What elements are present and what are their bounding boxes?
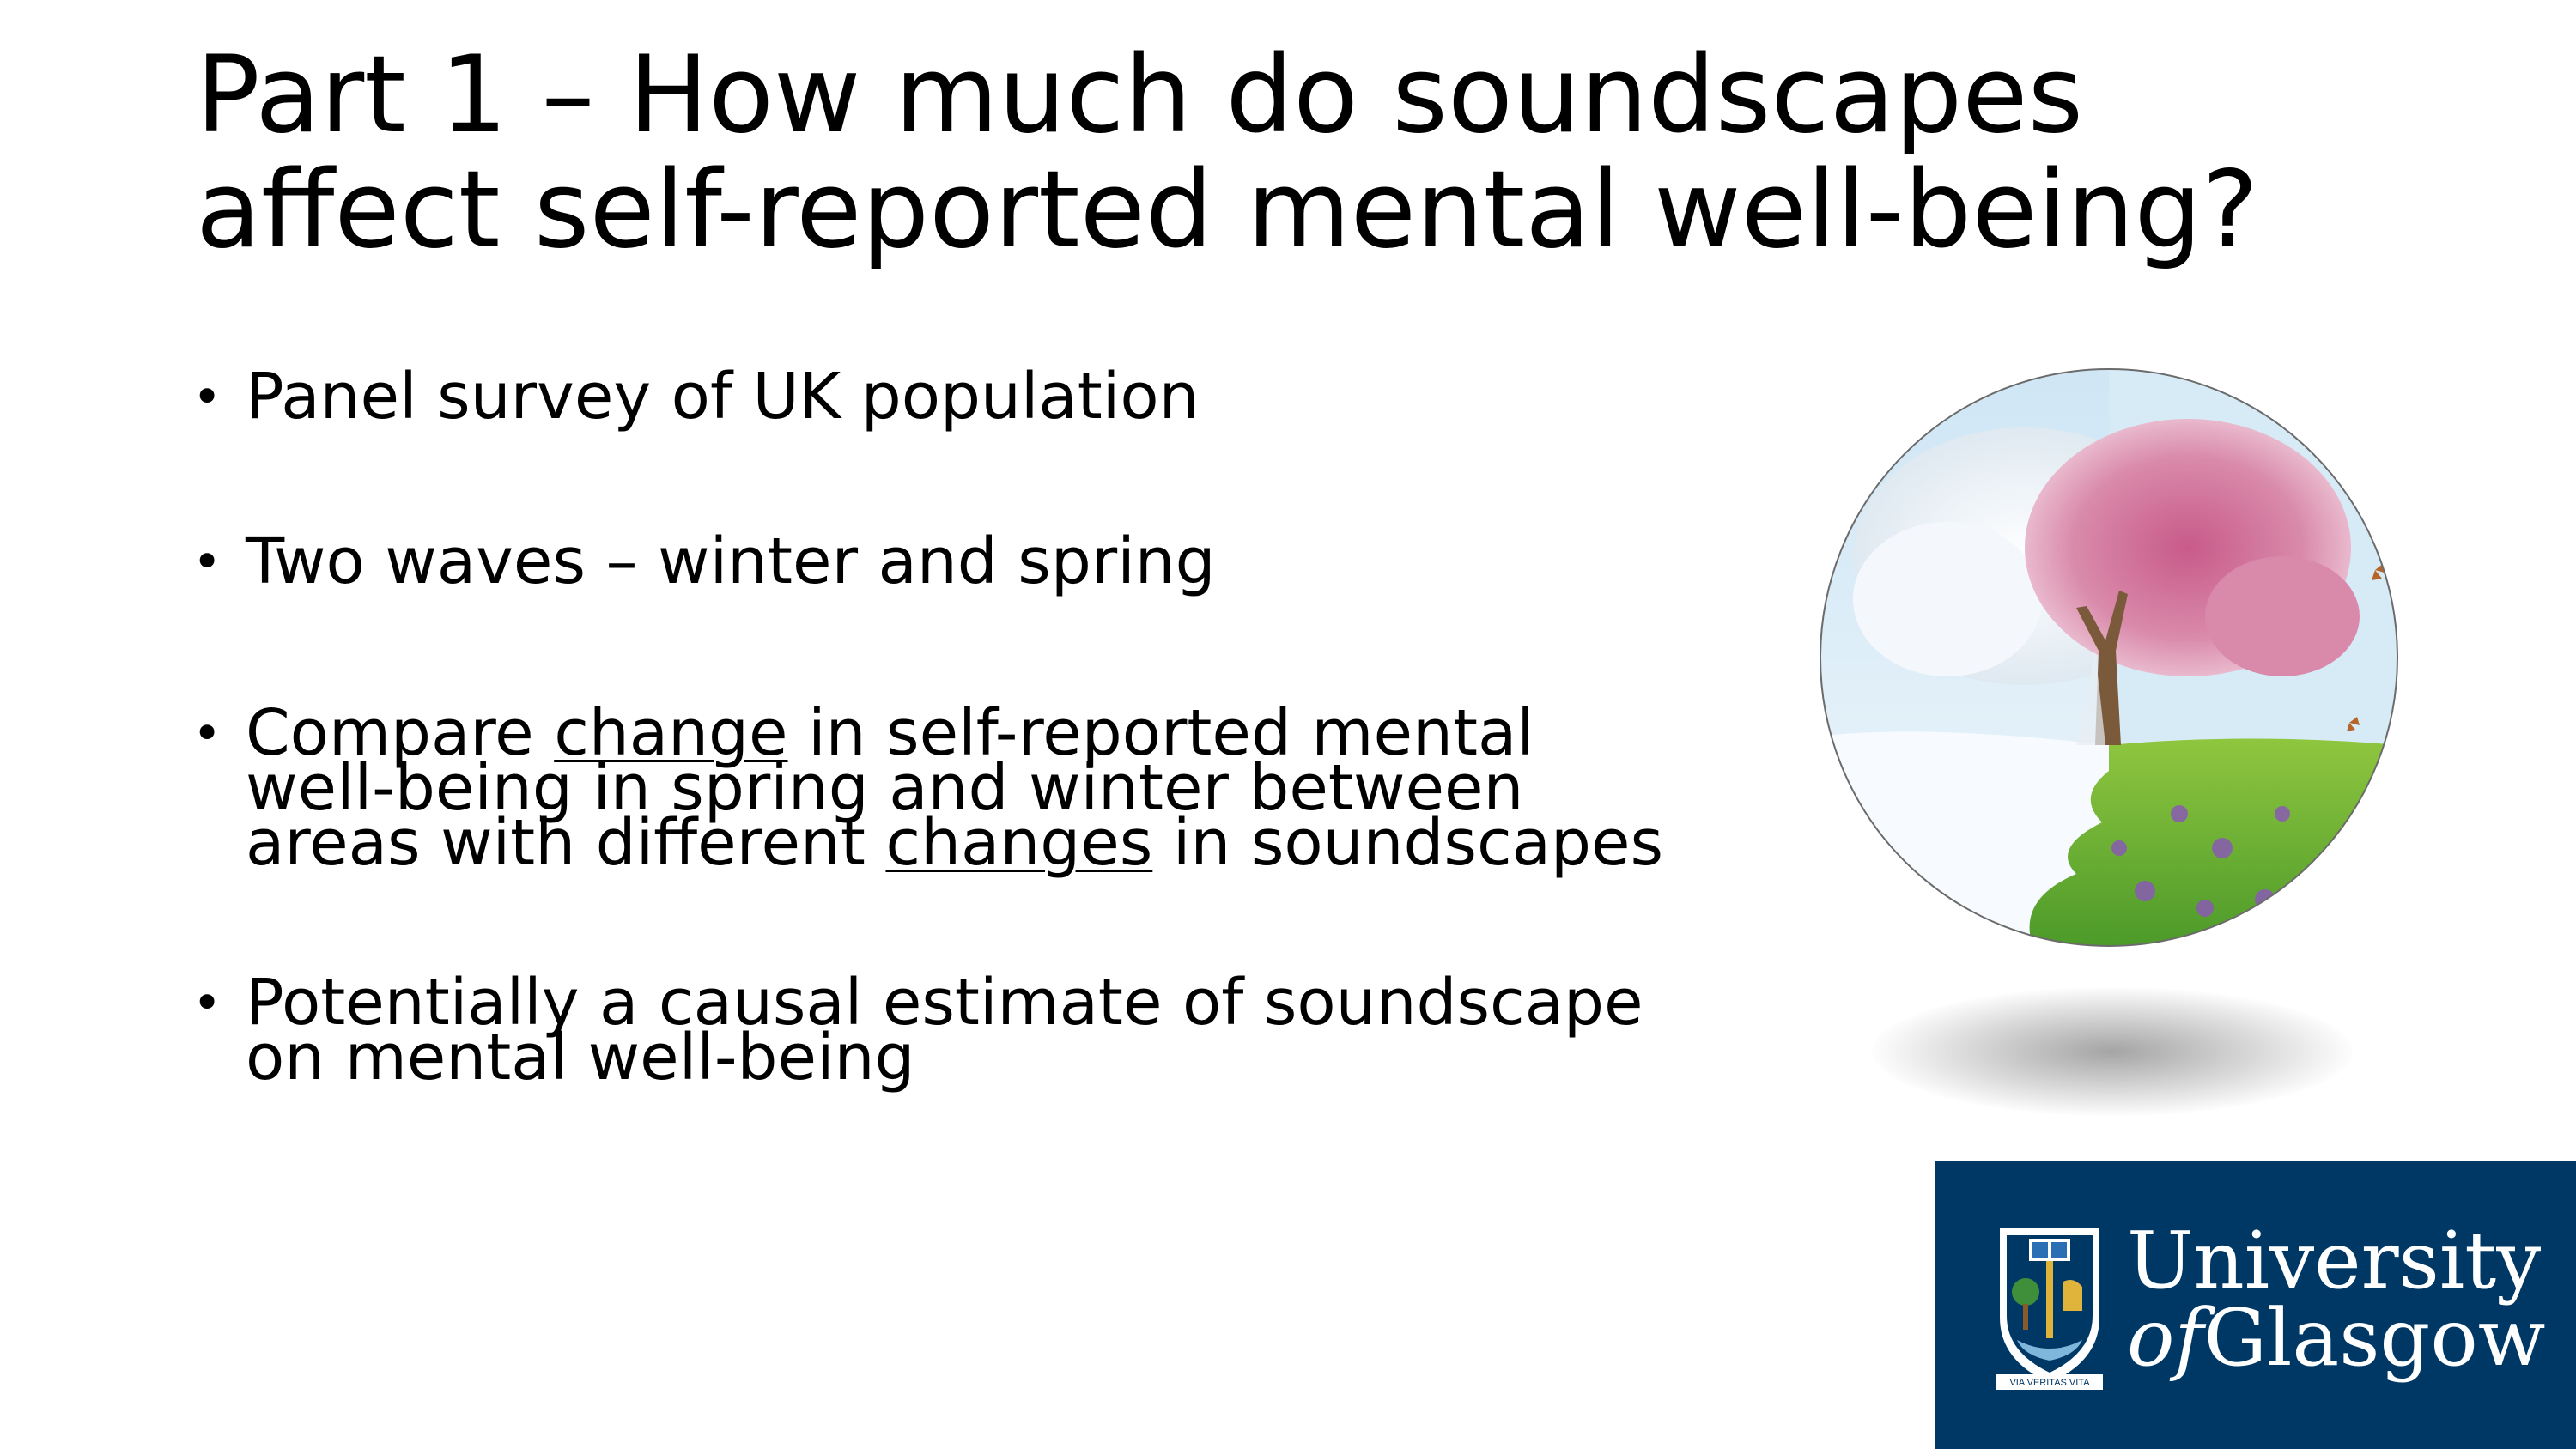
logo-text-of-glasgow: ofGlasgow: [2127, 1297, 2545, 1379]
logo-text-university: University: [2127, 1215, 2542, 1307]
bullet-text: in soundscapes: [1152, 806, 1664, 880]
bullet-text: Panel survey of UK population: [246, 360, 1200, 433]
image-shadow: [1872, 987, 2353, 1116]
bullet-line: Potentially a causal estimate of soundsc…: [246, 966, 1643, 1040]
bullet-line: Compare change in self-reported mental: [246, 701, 1663, 765]
bullet-marker: •: [192, 704, 222, 762]
bullet-item: • Potentially a causal estimate of sound…: [191, 966, 1643, 1094]
logo-text-glasgow: Glasgow: [2203, 1292, 2546, 1384]
bullet-text: areas with different: [246, 806, 886, 880]
crest-icon: VIA VERITAS VITA: [1996, 1228, 2103, 1390]
bullet-marker: •: [192, 973, 222, 1032]
bullet-marker: •: [192, 532, 222, 591]
title-line-2: affect self-reported mental well-being?: [196, 149, 2259, 272]
bullet-text: Two waves – winter and spring: [246, 524, 1216, 598]
crest-motto: VIA VERITAS VITA: [2009, 1378, 2090, 1388]
bullet-line: well-being in spring and winter between: [246, 751, 1524, 825]
bullet-line: areas with different changes in soundsca…: [246, 811, 1663, 875]
bullet-line: on mental well-being: [246, 1021, 915, 1094]
bullet-text: Compare: [246, 696, 555, 770]
bullet-item: • Panel survey of UK population: [191, 365, 1200, 428]
bullet-text: in self-reported mental: [787, 696, 1534, 770]
university-of-glasgow-logo: VIA VERITAS VITA University ofGlasgow: [1935, 1161, 2576, 1449]
underlined-word: changes: [885, 806, 1153, 880]
underlined-word: change: [554, 696, 788, 770]
bullet-item: • Two waves – winter and spring: [191, 530, 1216, 593]
slide-title: Part 1 – How much do soundscapes affect …: [196, 38, 2428, 268]
bullet-marker: •: [192, 367, 222, 426]
bullet-item: • Compare change in self-reported mental…: [191, 701, 1663, 875]
winter-spring-tree-image: [1820, 368, 2398, 947]
title-line-1: Part 1 – How much do soundscapes: [196, 33, 2084, 157]
logo-text-of: of: [2127, 1292, 2204, 1384]
